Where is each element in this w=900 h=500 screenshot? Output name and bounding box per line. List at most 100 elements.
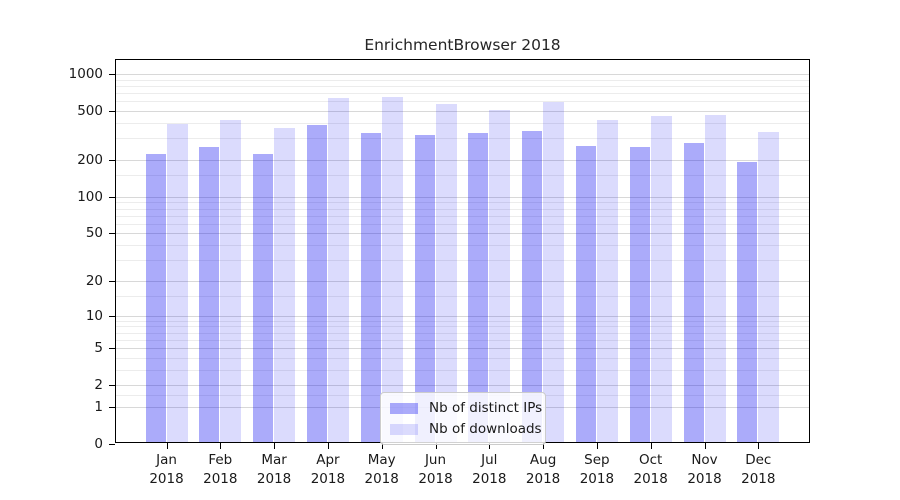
bar-distinct-ips: [522, 130, 543, 442]
y-tick-label: 20: [85, 272, 103, 289]
x-tick-label: Apr 2018: [310, 452, 346, 487]
y-tick: [109, 315, 115, 317]
major-gridline: [116, 160, 809, 161]
y-tick-label: 200: [77, 152, 103, 168]
bar-downloads: [650, 115, 672, 442]
legend-swatch-downloads: [390, 423, 418, 435]
minor-gridline: [116, 260, 809, 262]
minor-gridline: [116, 295, 809, 297]
bar-distinct-ips: [468, 132, 489, 442]
x-tick-label: Jul 2018: [472, 452, 507, 487]
x-tick-label: Feb 2018: [203, 452, 238, 487]
bar-distinct-ips: [683, 143, 704, 442]
minor-gridline: [116, 138, 809, 140]
legend-label-distinct-ips: Nb of distinct IPs: [429, 400, 543, 416]
y-tick: [109, 444, 115, 445]
minor-gridline: [116, 85, 809, 87]
minor-gridline: [116, 339, 809, 341]
legend-row-downloads: Nb of downloads: [390, 421, 542, 437]
major-gridline: [116, 74, 809, 76]
legend: Nb of distinct IPs Nb of downloads: [380, 392, 546, 445]
bar-downloads: [543, 102, 565, 442]
x-tick-label: Mar 2018: [256, 452, 292, 487]
bar-downloads: [274, 128, 296, 442]
x-tick-label: Oct 2018: [633, 452, 668, 487]
x-tick-label: Sep 2018: [579, 452, 615, 487]
bar-distinct-ips: [306, 125, 327, 442]
bar-distinct-ips: [199, 147, 220, 442]
x-tick: [543, 443, 545, 449]
x-tick-label: Aug 2018: [525, 452, 561, 487]
bar-downloads: [220, 119, 242, 442]
y-tick: [109, 74, 115, 76]
minor-gridline: [116, 223, 809, 225]
y-tick: [109, 111, 115, 113]
bar-distinct-ips: [145, 154, 166, 442]
x-tick-label: Dec 2018: [741, 452, 776, 487]
bar-downloads: [166, 124, 188, 442]
y-tick-label: 1: [94, 398, 103, 415]
y-tick-label: 500: [77, 103, 103, 120]
x-tick-label: Jun 2018: [418, 452, 453, 487]
bar-distinct-ips: [737, 162, 758, 442]
minor-gridline: [116, 101, 809, 103]
x-tick-label: Nov 2018: [687, 452, 722, 487]
x-tick: [166, 443, 168, 449]
minor-gridline: [116, 245, 809, 247]
minor-gridline: [116, 332, 809, 334]
minor-gridline: [116, 175, 809, 177]
bar-distinct-ips: [360, 132, 381, 442]
y-tick-label: 100: [77, 188, 103, 205]
y-tick: [109, 280, 115, 282]
bar-downloads: [489, 109, 511, 442]
bar-distinct-ips: [414, 134, 435, 442]
major-gridline: [116, 111, 809, 113]
x-tick: [596, 443, 598, 449]
minor-gridline: [116, 215, 809, 217]
x-tick: [435, 443, 437, 449]
y-tick-label: 10: [85, 307, 103, 324]
major-gridline: [116, 196, 809, 198]
x-tick: [220, 443, 222, 449]
y-tick-label: 1000: [68, 66, 103, 83]
y-tick-label: 2: [94, 377, 103, 394]
x-tick-label: Jan 2018: [149, 452, 184, 487]
minor-gridline: [116, 320, 809, 322]
bar-downloads: [758, 132, 780, 442]
bar-distinct-ips: [575, 146, 596, 442]
major-gridline: [116, 315, 809, 317]
legend-row-distinct-ips: Nb of distinct IPs: [390, 400, 542, 416]
minor-gridline: [116, 79, 809, 81]
minor-gridline: [116, 202, 809, 204]
bar-distinct-ips: [253, 154, 274, 442]
x-tick: [650, 443, 652, 449]
legend-label-downloads: Nb of downloads: [429, 421, 542, 437]
minor-gridline: [116, 123, 809, 125]
bar-downloads: [704, 115, 726, 442]
major-gridline: [116, 348, 809, 350]
x-tick: [704, 443, 706, 449]
y-tick: [109, 160, 115, 161]
x-tick: [327, 443, 329, 449]
y-tick-label: 5: [94, 340, 103, 357]
minor-gridline: [116, 369, 809, 371]
bar-downloads: [327, 98, 349, 442]
plot-area: 0 1 2 5 10 20 50 100 200 500 1000 Jan 2018 Feb 2018 Ma…: [69, 59, 810, 487]
y-tick: [109, 196, 115, 198]
legend-swatch-distinct-ips: [390, 402, 418, 414]
x-tick: [758, 443, 760, 449]
bar-downloads: [381, 96, 403, 442]
y-tick-label: 50: [85, 225, 103, 242]
minor-gridline: [116, 357, 809, 359]
y-tick: [109, 406, 115, 408]
major-gridline: [116, 385, 809, 387]
y-tick: [109, 385, 115, 387]
minor-gridline: [116, 326, 809, 328]
chart-title: EnrichmentBrowser 2018: [364, 36, 561, 54]
x-tick: [381, 443, 383, 449]
x-tick: [489, 443, 491, 449]
y-tick-label: 0: [94, 436, 103, 452]
major-gridline: [116, 280, 809, 282]
y-tick: [109, 233, 115, 235]
